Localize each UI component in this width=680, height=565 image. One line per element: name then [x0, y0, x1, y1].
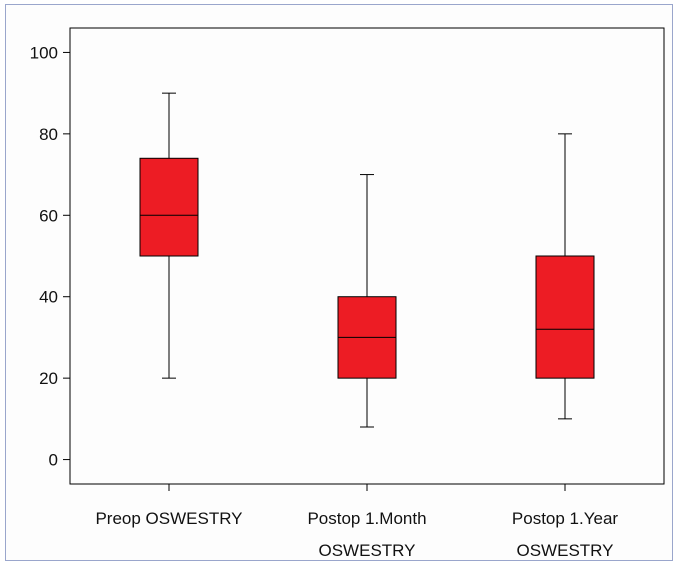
- y-tick-label: 20: [39, 369, 58, 388]
- y-tick-label: 0: [49, 451, 58, 470]
- x-category-label: OSWESTRY: [319, 541, 416, 560]
- y-tick-label: 60: [39, 206, 58, 225]
- y-tick-label: 40: [39, 288, 58, 307]
- x-category-label: Preop OSWESTRY: [95, 509, 242, 528]
- iqr-box: [535, 255, 595, 379]
- x-category-label: Postop 1.Year: [512, 509, 619, 528]
- y-tick-label: 80: [39, 125, 58, 144]
- x-category-label: OSWESTRY: [517, 541, 614, 560]
- y-tick-label: 100: [30, 43, 58, 62]
- x-category-label: Postop 1.Month: [307, 509, 426, 528]
- iqr-box: [139, 157, 199, 257]
